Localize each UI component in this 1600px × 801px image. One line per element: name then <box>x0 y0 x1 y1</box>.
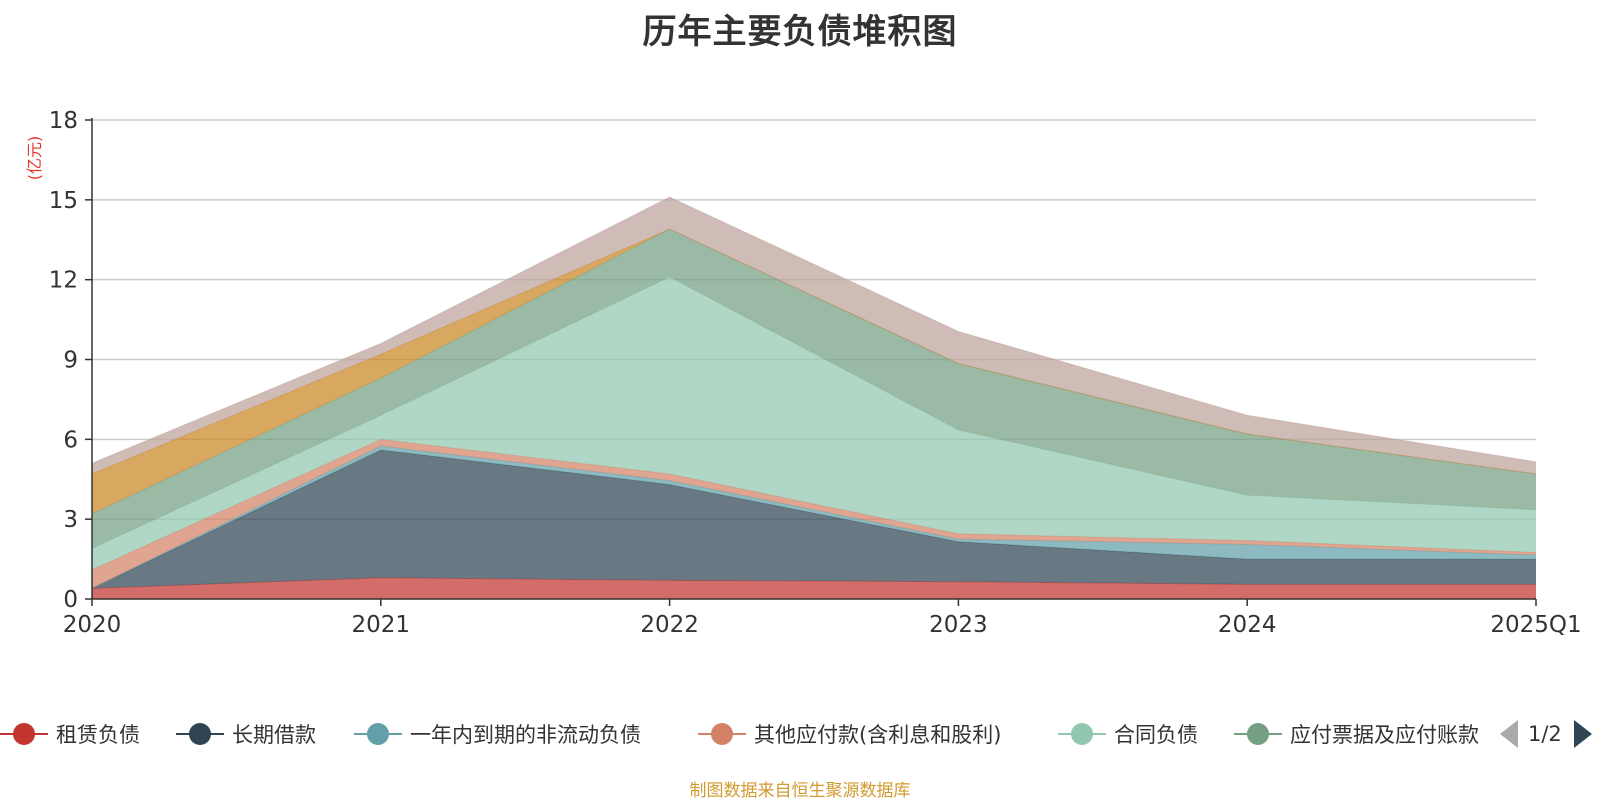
legend-item[interactable]: 其他应付款(含利息和股利) <box>698 716 1001 752</box>
legend-label: 租赁负债 <box>56 723 140 747</box>
legend-label: 一年内到期的非流动负债 <box>410 723 641 747</box>
legend-label: 应付票据及应付账款 <box>1290 723 1479 747</box>
legend-item[interactable]: 应付票据及应付账款 <box>1234 716 1479 752</box>
legend-item[interactable]: 租赁负债 <box>0 716 140 752</box>
axes: 0 3 6 9 12 15 18 2020 2021 2022 2023 2024 2025Q1 <box>49 108 1582 638</box>
y-tick-label: 6 <box>63 427 78 453</box>
legend-item[interactable]: 长期借款 <box>176 716 316 752</box>
y-tick-label: 12 <box>49 268 78 294</box>
legend-marker-icon <box>698 722 746 746</box>
area-series-line-7 <box>91 196 1537 464</box>
x-tick-label: 2022 <box>640 612 699 638</box>
y-tick-label: 0 <box>63 587 78 613</box>
legend: 租赁负债 长期借款 一年内到期的非流动负债 其他应付款(含利息和股利) 合同负债 应付票据… <box>0 716 1600 752</box>
legend-marker-icon <box>176 722 224 746</box>
area-series-5 <box>92 229 1536 549</box>
legend-items: 租赁负债 长期借款 一年内到期的非流动负债 其他应付款(含利息和股利) 合同负债 应付票据… <box>0 716 1490 752</box>
chart-title: 历年主要负债堆积图 <box>642 12 958 52</box>
legend-next-page-icon[interactable] <box>1573 720 1592 748</box>
legend-page-indicator: 1/2 <box>1528 722 1562 746</box>
legend-marker-icon <box>1234 722 1282 746</box>
legend-item[interactable]: 一年内到期的非流动负债 <box>354 716 641 752</box>
legend-prev-page-icon[interactable] <box>1500 720 1518 748</box>
x-tick-label: 2025Q1 <box>1490 612 1581 638</box>
area-series-7 <box>92 197 1536 474</box>
area-series-1 <box>92 449 1536 589</box>
legend-marker-icon <box>0 722 48 746</box>
x-tick-label: 2023 <box>929 612 988 638</box>
legend-marker-icon <box>354 722 402 746</box>
x-tick-label: 2020 <box>63 612 122 638</box>
area-series-0 <box>92 577 1536 599</box>
area-series-4 <box>92 277 1536 570</box>
legend-marker-icon <box>1058 722 1106 746</box>
y-tick-label: 3 <box>63 507 78 533</box>
source-note: 制图数据来自恒生聚源数据库 <box>689 781 911 801</box>
area-series-6 <box>92 229 1536 514</box>
area-series-2 <box>92 445 1536 589</box>
legend-label: 长期借款 <box>232 723 316 747</box>
y-tick-label: 15 <box>49 188 78 214</box>
legend-pager: 1/2 <box>1500 718 1592 750</box>
y-axis-unit-label: (亿元) <box>25 135 44 181</box>
y-tick-label: 18 <box>49 108 78 134</box>
legend-label: 其他应付款(含利息和股利) <box>754 723 1002 747</box>
area-series-layer <box>91 196 1537 599</box>
x-tick-label: 2024 <box>1218 612 1277 638</box>
x-tick-label: 2021 <box>352 612 411 638</box>
legend-item[interactable]: 合同负债 <box>1058 716 1198 752</box>
y-tick-label: 9 <box>63 348 78 374</box>
legend-label: 合同负债 <box>1114 723 1198 747</box>
